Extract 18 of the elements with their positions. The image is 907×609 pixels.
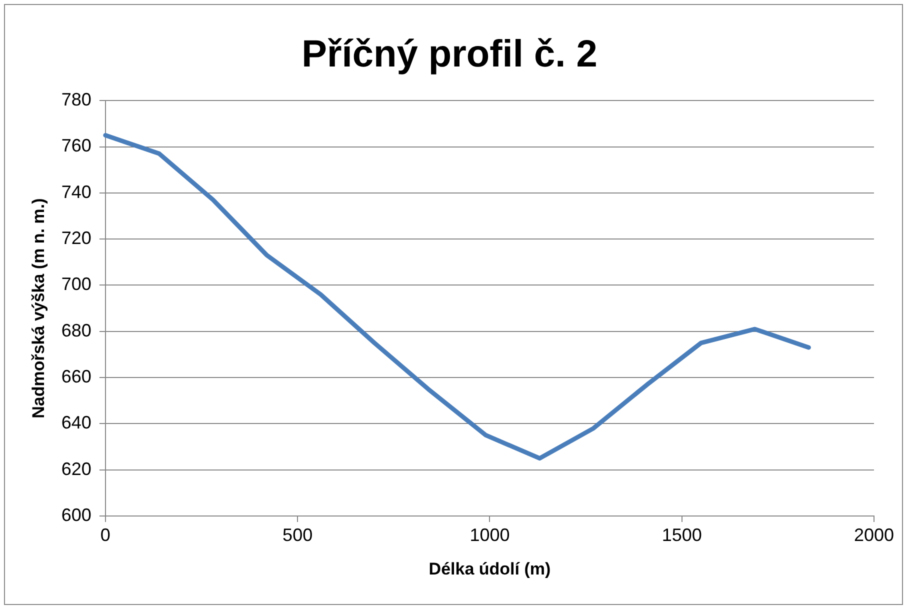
x-tick-label: 0: [100, 524, 110, 545]
x-tick-label: 1000: [470, 524, 510, 545]
y-tick-label: 620: [61, 458, 92, 479]
x-axis-title: Délka údolí (m): [428, 559, 551, 578]
y-tick-label: 720: [61, 228, 92, 248]
y-tick-label: 680: [61, 320, 92, 340]
y-tick-label: 640: [61, 412, 92, 433]
y-axis-title: Nadmořská výška (m n. m.): [28, 198, 48, 418]
y-tick-label: 660: [61, 366, 92, 386]
chart-title: Příčný profil č. 2: [302, 33, 598, 76]
y-tick-label: 600: [61, 504, 92, 525]
x-tick-label: 2000: [854, 524, 894, 545]
y-tick-label: 780: [61, 90, 92, 110]
y-tick-label: 700: [61, 274, 92, 294]
y-tick-label: 760: [61, 136, 92, 156]
x-tick-label: 500: [282, 524, 313, 545]
y-tick-label: 740: [61, 182, 92, 202]
x-tick-label: 1500: [662, 524, 702, 545]
